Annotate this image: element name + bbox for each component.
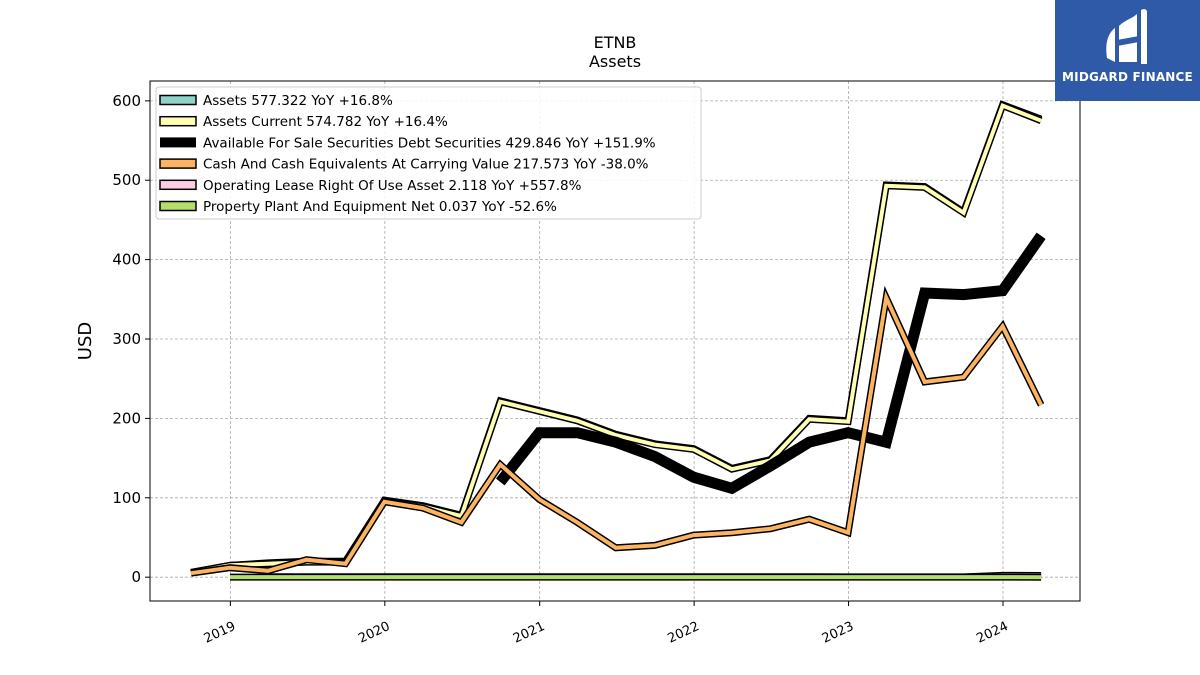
legend-swatch — [159, 115, 197, 127]
midgard-finance-logo: MIDGARD FINANCE — [1055, 0, 1200, 101]
x-tick-label: 2024 — [974, 619, 1010, 647]
legend-swatch — [159, 158, 197, 169]
y-tick-label: 600 — [112, 92, 141, 110]
y-tick-label: 100 — [112, 489, 141, 507]
logo-mark-icon — [1106, 9, 1147, 64]
x-tick-label: 2019 — [202, 619, 238, 647]
legend-entry: Property Plant And Equipment Net 0.037 Y… — [203, 199, 557, 215]
series-line — [190, 290, 1043, 576]
series-3 — [190, 285, 1045, 577]
y-tick-label: 200 — [112, 409, 141, 427]
legend-box — [155, 86, 702, 220]
x-axis: 2019 2020 2021 2022 2023 2024 — [202, 601, 1011, 647]
series-line — [497, 233, 1045, 493]
y-tick-label: 300 — [112, 330, 141, 348]
legend-entry: Cash And Cash Equivalents At Carrying Va… — [203, 157, 649, 173]
series-line-outline — [495, 232, 1046, 495]
y-tick-label: 400 — [112, 251, 141, 269]
y-axis: 0 100 200 300 400 500 600 — [112, 92, 150, 586]
legend-swatch — [159, 94, 197, 106]
chart-title: ETNB — [594, 33, 637, 52]
x-tick-label: 2022 — [665, 619, 701, 647]
legend-entry: Assets 577.322 YoY +16.8% — [203, 93, 393, 109]
chart-subtitle: Assets — [589, 52, 641, 71]
plot-frame — [149, 80, 1081, 602]
legend-swatch — [159, 179, 197, 191]
legend: Assets 577.322 YoY +16.8% Assets Current … — [155, 86, 702, 220]
legend-entry: Available For Sale Securities Debt Secur… — [203, 135, 656, 151]
legend-entry: Assets Current 574.782 YoY +16.4% — [203, 114, 448, 130]
x-tick-label: 2020 — [356, 619, 392, 647]
series-layer — [190, 100, 1046, 581]
legend-swatch — [159, 200, 197, 212]
y-axis-label: USD — [75, 322, 96, 360]
legend-swatch — [160, 137, 196, 148]
x-tick-label: 2023 — [820, 619, 856, 647]
y-tick-label: 500 — [112, 171, 141, 189]
legend-entry: Operating Lease Right Of Use Asset 2.118… — [203, 178, 582, 194]
series-2 — [495, 232, 1046, 495]
y-tick-label: 0 — [131, 568, 141, 586]
logo-text: MIDGARD FINANCE — [1062, 70, 1193, 84]
x-tick-label: 2021 — [511, 619, 547, 647]
